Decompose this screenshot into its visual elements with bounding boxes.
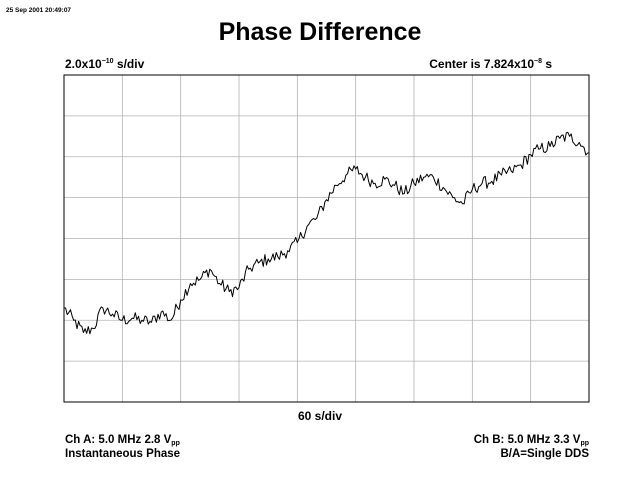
- plot-grid: [64, 75, 589, 402]
- channel-b-settings: Ch B: 5.0 MHz 3.3 Vpp: [474, 433, 589, 451]
- plot-traces: [64, 131, 590, 335]
- channel-a-text: Ch A: 5.0 MHz 2.8 V: [65, 434, 172, 446]
- channel-b-mode: B/A=Single DDS: [500, 448, 589, 460]
- center-value-prefix: Center is 7.824x10: [429, 57, 534, 71]
- horizontal-scale-label: 60 s/div: [297, 409, 343, 423]
- vertical-scale-label: 2.0x10−10 s/div: [65, 57, 144, 71]
- timestamp: 25 Sep 2001 20:49:07: [6, 7, 72, 14]
- channel-a-mode: Instantaneous Phase: [65, 448, 181, 460]
- vertical-scale-mantissa: 2.0x10: [65, 57, 102, 71]
- channel-a-settings: Ch A: 5.0 MHz 2.8 Vpp: [65, 433, 180, 451]
- vertical-scale-exponent: −10: [101, 58, 114, 65]
- channel-b-text: Ch B: 5.0 MHz 3.3 V: [473, 434, 581, 446]
- vertical-scale-unit: s/div: [113, 57, 145, 71]
- phase-difference-series-line: [64, 131, 590, 335]
- center-value-exponent: −8: [534, 58, 542, 65]
- center-value-unit: s: [541, 57, 552, 71]
- channel-a-voltage-sub: pp: [171, 440, 180, 447]
- chart-title: Phase Difference: [218, 18, 422, 46]
- plot-frame: [63, 74, 590, 403]
- channel-b-voltage-sub: pp: [580, 440, 589, 447]
- center-value-label: Center is 7.824x10−8 s: [429, 57, 552, 71]
